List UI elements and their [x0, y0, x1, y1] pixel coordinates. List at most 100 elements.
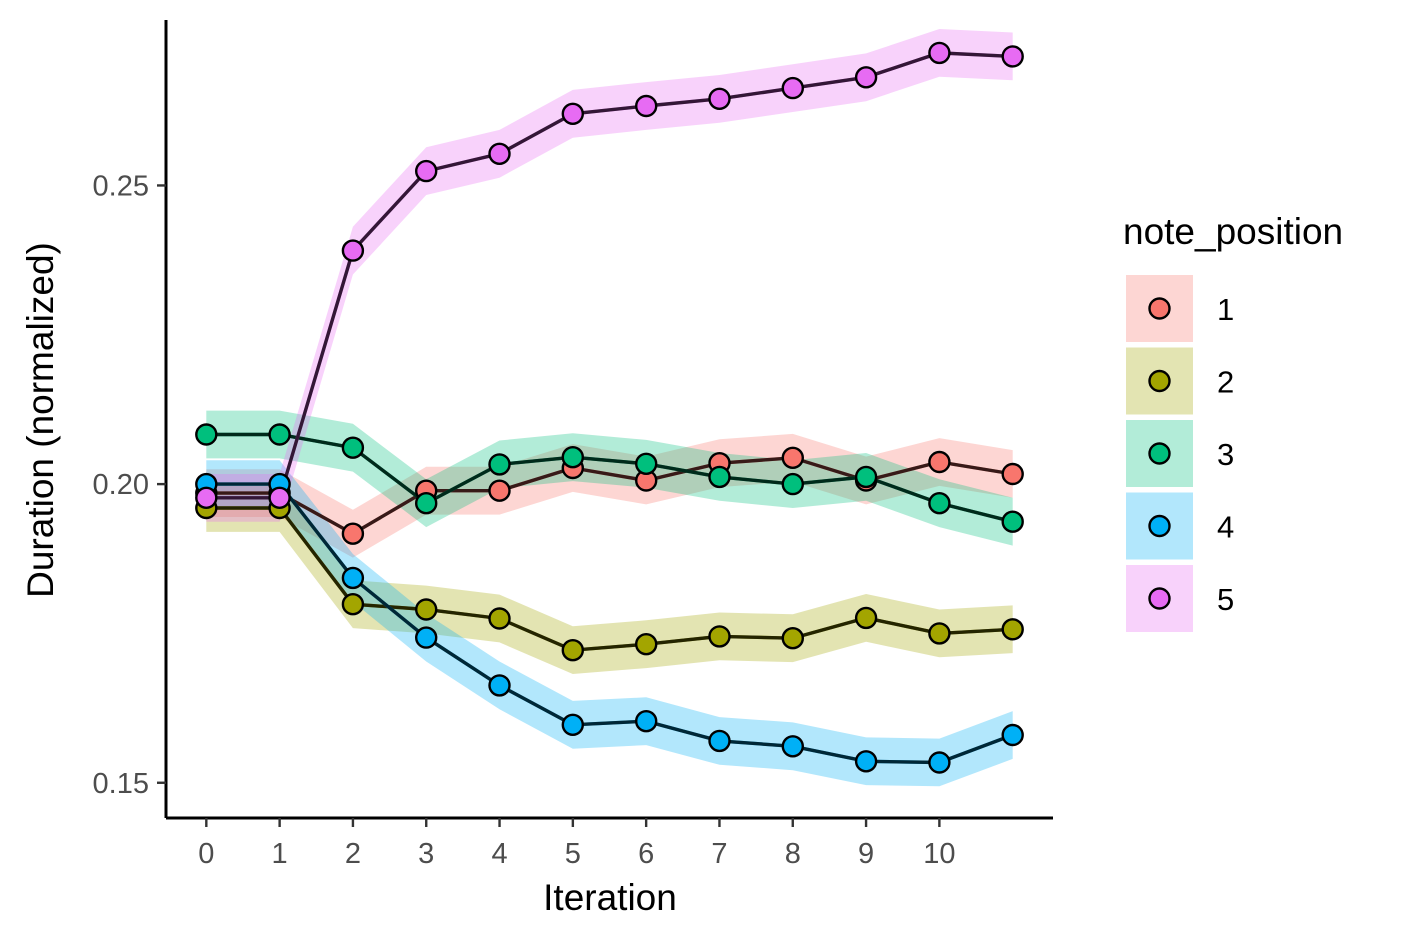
point-series-1-x11 [1001, 462, 1024, 486]
legend-item-2: 2 [1126, 347, 1234, 415]
point-series-5-x3 [415, 159, 438, 183]
y-axis-title: Duration (normalized) [20, 242, 61, 598]
line-series-2 [206, 506, 1013, 652]
point-series-4-x4 [488, 674, 511, 697]
legend-label: 5 [1217, 582, 1234, 617]
point-series-4-x2 [341, 566, 365, 590]
point-series-4-x9 [854, 750, 878, 773]
point-series-4-x5 [561, 713, 584, 736]
line-series-1 [206, 456, 1013, 536]
line-series-3 [206, 432, 1014, 524]
point-series-1-x10 [928, 450, 951, 474]
point-series-5-x9 [854, 66, 878, 89]
point-series-4-x11 [1001, 723, 1024, 747]
x-tick-label: 9 [858, 838, 874, 870]
x-tick-label: 1 [272, 838, 288, 870]
legend-key-point [1148, 297, 1171, 320]
point-series-5-x1 [268, 486, 291, 509]
point-series-4-x3 [415, 626, 438, 649]
y-tick-label: 0.20 [93, 469, 149, 501]
point-series-5-x11 [1001, 45, 1024, 68]
x-tick-label: 8 [785, 838, 801, 870]
line-series-4 [206, 482, 1014, 765]
point-series-2-x11 [1001, 618, 1024, 641]
point-series-5-x8 [781, 76, 804, 100]
confidence-bands [206, 29, 1013, 787]
point-series-2-x8 [781, 627, 804, 650]
point-series-2-x5 [561, 639, 584, 662]
point-series-2-x10 [928, 622, 951, 645]
point-series-4-x8 [781, 735, 804, 758]
x-axis-title: Iteration [543, 877, 677, 918]
point-series-1-x4 [488, 479, 511, 502]
point-series-5-x10 [928, 41, 951, 65]
x-tick-label: 2 [345, 838, 361, 870]
point-series-3-x4 [488, 453, 511, 476]
y-tick-label: 0.15 [93, 768, 149, 800]
point-series-2-x4 [488, 607, 511, 630]
series-lines [206, 51, 1014, 765]
y-tick-label: 0.25 [93, 170, 149, 202]
point-series-2-x3 [415, 598, 438, 621]
x-tick-label: 6 [638, 838, 654, 870]
legend-item-1: 1 [1126, 275, 1234, 342]
x-tick-label: 7 [711, 838, 727, 870]
point-series-3-x3 [415, 492, 438, 515]
point-series-1-x8 [781, 446, 804, 469]
point-series-5-x5 [561, 102, 584, 126]
point-series-5-x6 [635, 94, 658, 118]
point-series-3-x0 [195, 423, 218, 446]
point-series-3-x5 [561, 446, 584, 469]
x-tick-label: 3 [418, 838, 434, 870]
point-series-3-x2 [341, 436, 365, 459]
point-series-5-x4 [488, 142, 511, 166]
legend-key-point [1148, 369, 1171, 393]
point-series-3-x6 [635, 452, 658, 475]
line-group-series-2 [206, 506, 1013, 652]
legend-key-point [1148, 442, 1171, 465]
point-series-3-x9 [854, 465, 878, 489]
legend-title: note_position [1123, 211, 1343, 252]
x-tick-label: 5 [565, 838, 581, 870]
line-group-series-4 [206, 482, 1014, 765]
point-series-4-x6 [635, 710, 658, 733]
point-series-5-x0 [195, 486, 218, 509]
legend-key-point [1148, 514, 1171, 538]
legend-label: 3 [1217, 437, 1234, 472]
point-series-4-x7 [708, 729, 731, 753]
legend-label: 4 [1217, 510, 1234, 545]
legend-label: 2 [1217, 365, 1234, 400]
band-series-3 [206, 410, 1013, 546]
point-series-1-x2 [341, 522, 365, 545]
legend-items: 1 2 3 4 5 [1126, 275, 1234, 632]
point-series-3-x7 [708, 465, 731, 489]
line-series-5 [206, 51, 1013, 500]
line-group-series-5 [206, 51, 1013, 500]
legend: note_position 1 2 3 4 5 [1123, 211, 1343, 632]
legend-item-3: 3 [1126, 420, 1234, 487]
x-tick-label: 4 [491, 838, 507, 870]
series-points [195, 41, 1024, 774]
x-tick-label: 10 [923, 838, 955, 870]
line-group-series-3 [206, 432, 1014, 524]
point-series-3-x1 [268, 423, 291, 446]
y-axis-ticks: 0.15 0.20 0.25 [93, 170, 166, 800]
x-tick-label: 0 [198, 838, 214, 870]
legend-key-point [1148, 587, 1171, 610]
point-series-3-x10 [928, 492, 951, 515]
point-series-2-x7 [708, 625, 731, 648]
point-series-2-x2 [341, 593, 365, 616]
point-series-2-x9 [854, 606, 878, 630]
band-series-2 [206, 484, 1013, 674]
x-axis-ticks: 0 1 2 3 4 5 6 7 8 9 10 [198, 818, 956, 870]
point-series-2-x6 [635, 633, 658, 656]
point-series-4-x10 [928, 751, 951, 774]
point-series-3-x8 [781, 472, 804, 496]
point-series-3-x11 [1001, 510, 1024, 533]
legend-item-5: 5 [1126, 565, 1234, 632]
legend-label: 1 [1217, 292, 1234, 327]
point-series-5-x7 [708, 87, 731, 111]
legend-item-4: 4 [1126, 492, 1234, 560]
line-group-series-1 [206, 456, 1013, 536]
